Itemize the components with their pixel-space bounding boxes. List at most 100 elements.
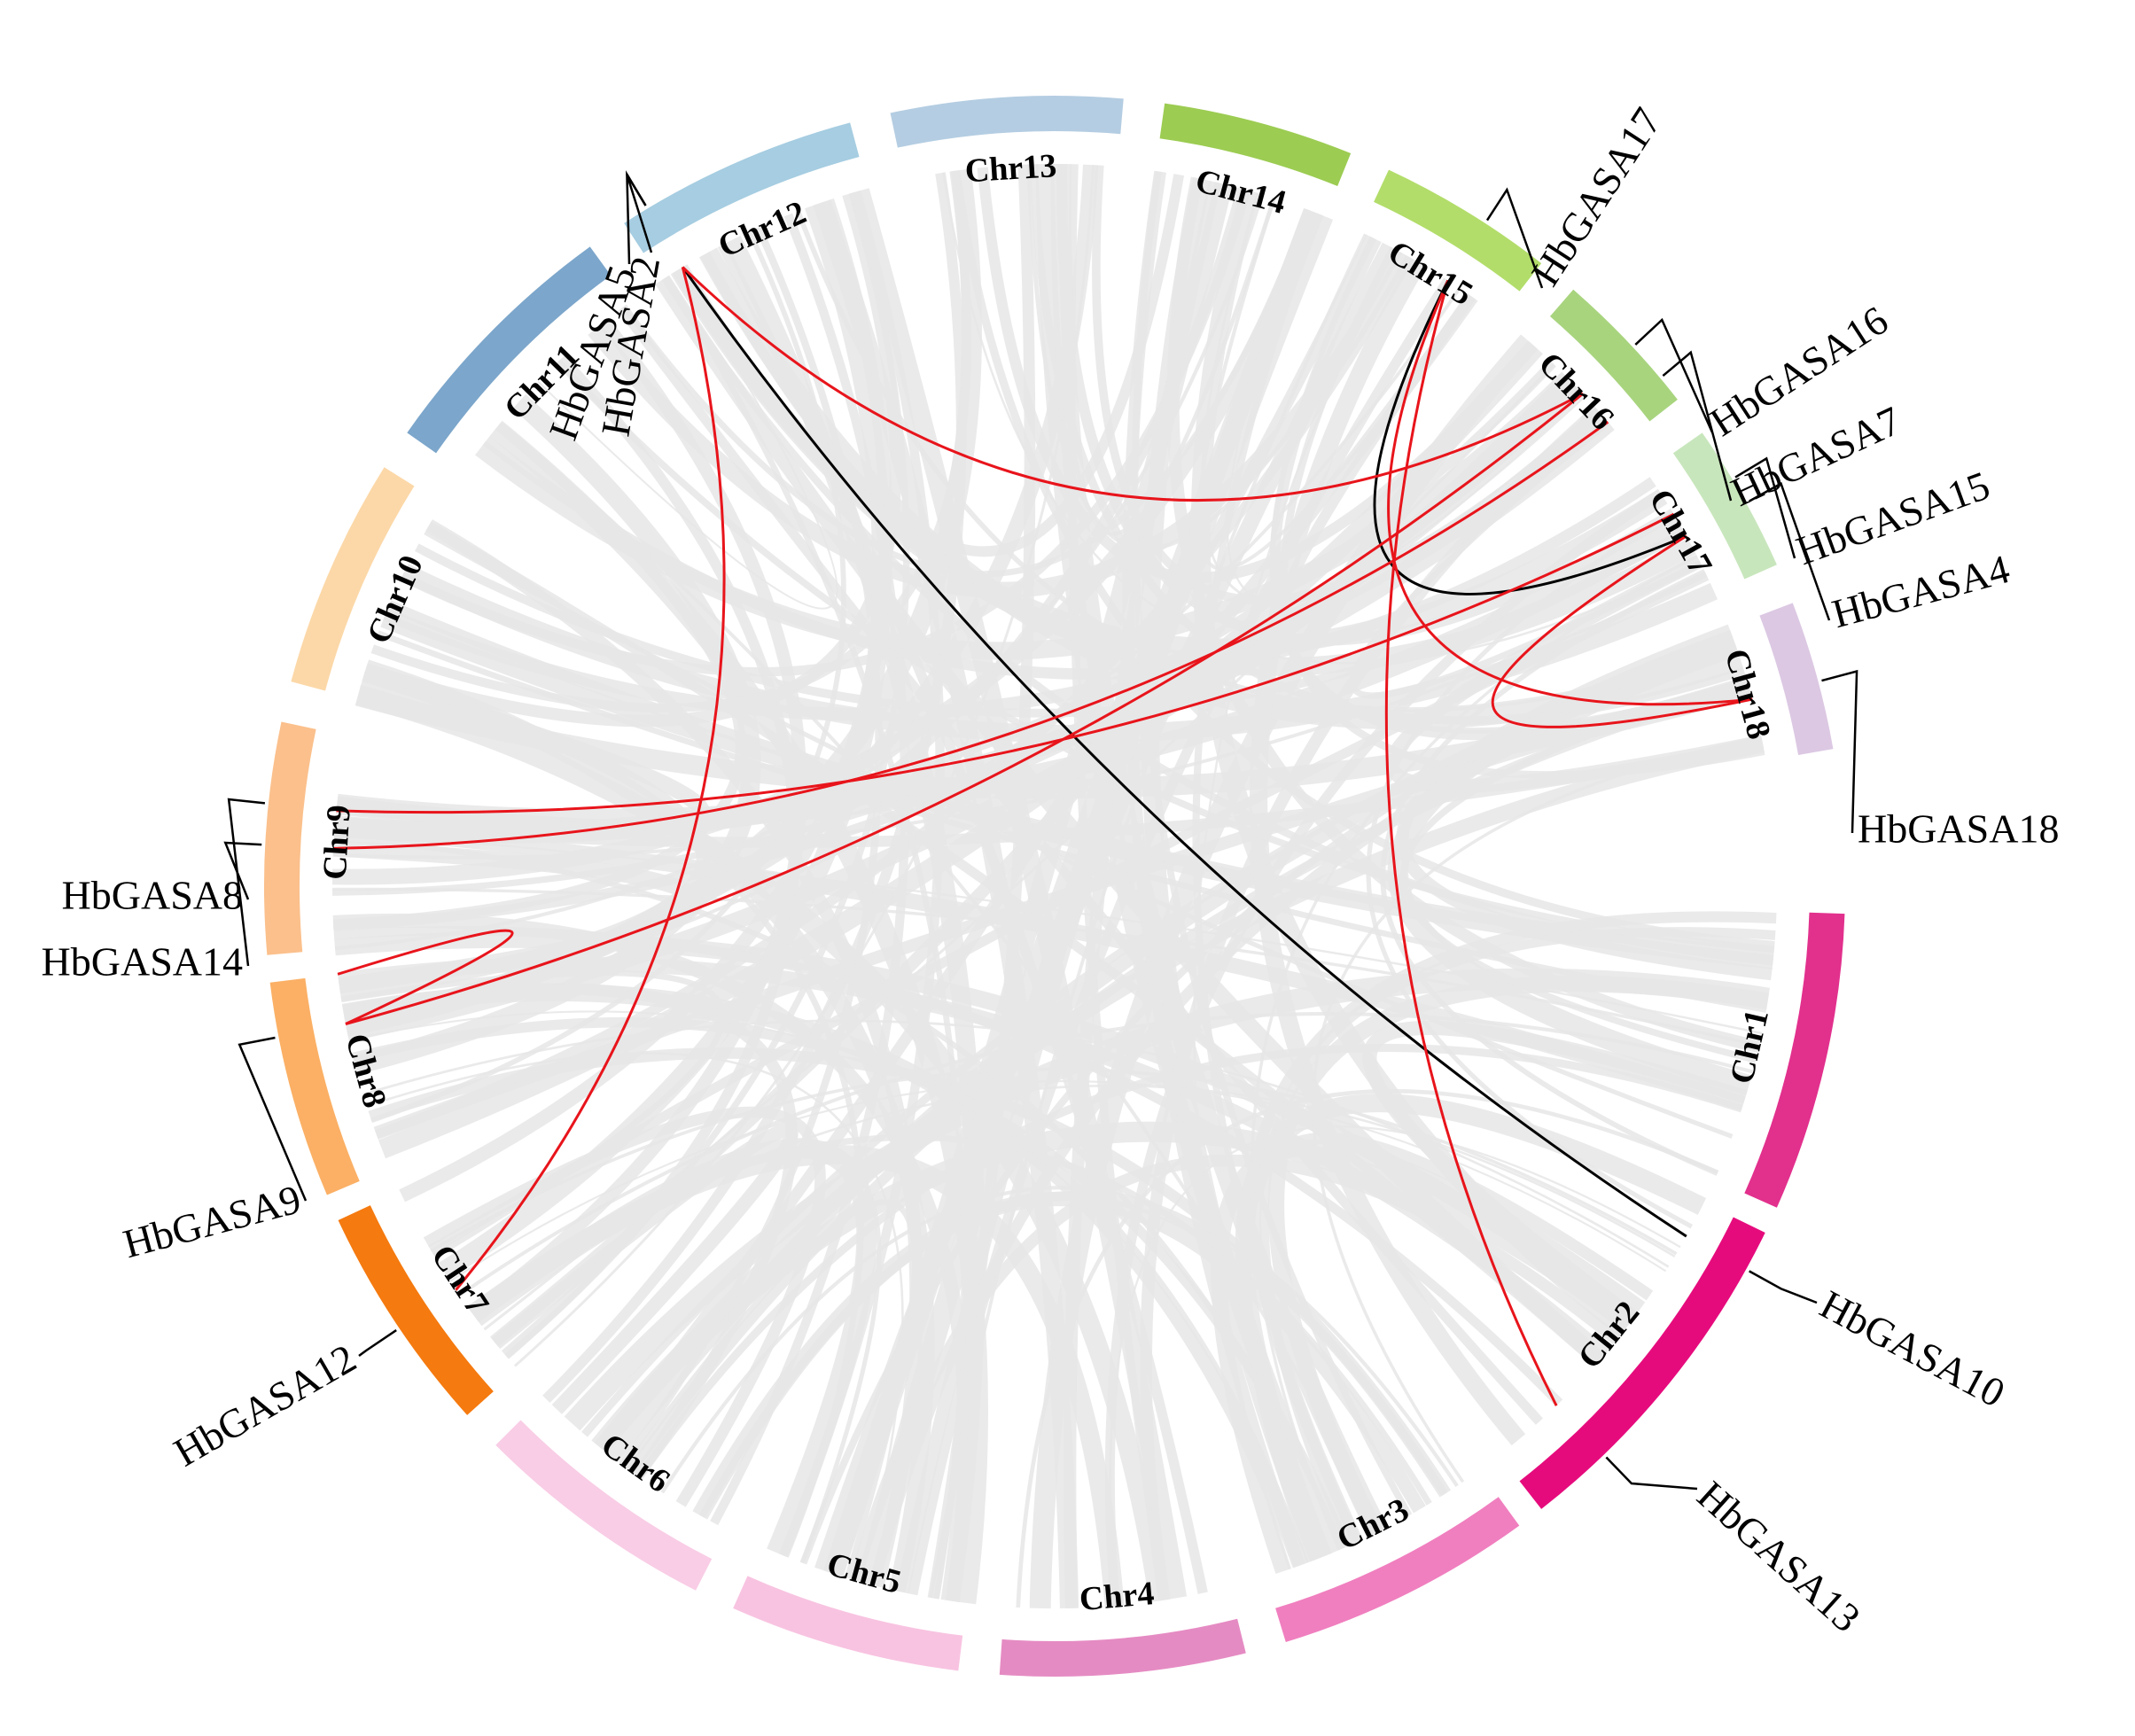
synteny-link bbox=[856, 212, 1334, 1586]
chromosome-arc-chr13 bbox=[890, 95, 1124, 148]
gene-label: HbGASA9 bbox=[119, 1176, 306, 1266]
chromosome-arc-chr2 bbox=[1519, 1217, 1765, 1509]
synteny-link bbox=[670, 264, 1696, 676]
gene-pair-link bbox=[345, 393, 1584, 1025]
chromosome-label: Chr1 bbox=[1723, 1006, 1776, 1087]
gene-label: HbGASA18 bbox=[1858, 806, 2059, 852]
gene-leader-line bbox=[1749, 1270, 1818, 1304]
chromosome-arc-chr4 bbox=[999, 1618, 1246, 1677]
synteny-link bbox=[717, 242, 1208, 1594]
chromosome-arc-chr9 bbox=[263, 721, 316, 955]
gasa-gene-pair-links bbox=[333, 266, 1753, 1406]
gene-label: HbGASA17 bbox=[1523, 100, 1671, 294]
gene-leader-line bbox=[1634, 317, 1714, 433]
gene-leader-line bbox=[1734, 456, 1796, 559]
synteny-link bbox=[1109, 1125, 1681, 1607]
synteny-link bbox=[363, 192, 902, 728]
gene-label: HbGASA4 bbox=[1827, 546, 2014, 636]
synteny-link bbox=[581, 635, 1735, 1437]
synteny-link bbox=[489, 420, 988, 1605]
chromosome-arc-chr15 bbox=[1374, 169, 1542, 292]
gene-pair-link bbox=[682, 266, 1687, 1238]
gene-pair-link bbox=[1491, 534, 1753, 728]
synteny-link bbox=[1279, 292, 1571, 619]
synteny-link bbox=[333, 836, 1346, 1550]
synteny-link bbox=[334, 193, 1264, 951]
synteny-link bbox=[425, 519, 923, 1588]
chromosome-arc-chr16 bbox=[1549, 289, 1678, 422]
synteny-link bbox=[332, 913, 972, 1602]
synteny-link bbox=[1249, 1132, 1654, 1545]
synteny-link bbox=[594, 736, 1765, 1453]
gene-label: HbGASA12 bbox=[167, 1335, 363, 1475]
synteny-link bbox=[467, 1145, 1125, 1608]
gene-pair-link bbox=[682, 266, 1584, 502]
synteny-link bbox=[1050, 163, 1388, 1537]
synteny-link bbox=[942, 172, 1701, 665]
chromosome-arc-chr3 bbox=[1275, 1497, 1520, 1643]
synteny-link bbox=[1131, 170, 1413, 1518]
chromosome-label: Chr9 bbox=[316, 804, 358, 881]
gene-pair-link bbox=[333, 420, 1609, 850]
synteny-link bbox=[355, 678, 1752, 799]
chromosome-arc-chr10 bbox=[291, 467, 415, 691]
synteny-link bbox=[663, 276, 968, 1600]
synteny-link bbox=[438, 201, 892, 1280]
synteny-link bbox=[692, 1192, 1426, 1519]
synteny-link bbox=[952, 169, 1775, 950]
gene-leader-line bbox=[1485, 187, 1544, 289]
gene-leader-line bbox=[1662, 350, 1733, 502]
synteny-link bbox=[1312, 736, 1762, 1483]
chromosome-label: Chr13 bbox=[964, 147, 1058, 190]
gene-pair-link bbox=[455, 267, 726, 1291]
chromosome-arc-chr1 bbox=[1744, 912, 1845, 1208]
gene-label: HbGASA10 bbox=[1813, 1281, 2013, 1416]
chromosome-arc-chr14 bbox=[1159, 103, 1352, 187]
background-synteny-links bbox=[331, 163, 1777, 1609]
chromosome-label: Chr5 bbox=[823, 1545, 906, 1601]
synteny-link bbox=[1166, 176, 1761, 1054]
synteny-link bbox=[362, 675, 864, 1558]
chromosome-arc-chr7 bbox=[338, 1205, 494, 1415]
gene-pair-link bbox=[1384, 280, 1558, 1406]
gene-leader-line bbox=[1605, 1456, 1698, 1491]
gene-label: HbGASA14 bbox=[42, 939, 243, 985]
synteny-link bbox=[1104, 489, 1664, 1607]
synteny-link bbox=[1196, 197, 1475, 571]
synteny-link bbox=[1280, 246, 1765, 779]
gene-leader-line bbox=[626, 170, 647, 265]
gene-leader-line bbox=[238, 1036, 308, 1202]
chromosome-arc-chr8 bbox=[269, 977, 360, 1195]
synteny-link bbox=[370, 170, 972, 712]
synteny-link bbox=[619, 226, 883, 1467]
chromosome-arc-chr5 bbox=[733, 1576, 963, 1671]
gene-leader-line bbox=[1749, 481, 1831, 621]
synteny-link bbox=[621, 208, 1311, 578]
chromosome-arc-chr11 bbox=[407, 246, 612, 454]
chromosome-arc-chr17 bbox=[1672, 432, 1777, 580]
gene-leader-line bbox=[227, 798, 266, 967]
gene-leader-line bbox=[358, 1329, 397, 1358]
gene-label: HbGASA13 bbox=[1689, 1472, 1869, 1640]
synteny-link bbox=[635, 1043, 1743, 1480]
synteny-link bbox=[588, 249, 1411, 599]
gene-label: HbGASA8 bbox=[62, 873, 243, 918]
chromosome-label: Chr8 bbox=[338, 1030, 393, 1111]
chromosome-arc-chr6 bbox=[495, 1420, 713, 1591]
chromosome-label: Chr4 bbox=[1078, 1575, 1156, 1618]
gene-pair-link bbox=[336, 512, 1675, 814]
synteny-link bbox=[660, 1186, 1459, 1494]
chromosome-arc-chr18 bbox=[1759, 603, 1834, 756]
synteny-link bbox=[655, 275, 1606, 1366]
synteny-link bbox=[1250, 257, 1526, 1446]
chromosome-arc-chr12 bbox=[624, 122, 860, 253]
synteny-link bbox=[378, 340, 1543, 1159]
synteny-link bbox=[430, 1067, 1678, 1256]
gene-pair-link bbox=[337, 929, 514, 1025]
synteny-link bbox=[1250, 555, 1698, 1551]
gene-leader-line bbox=[223, 841, 262, 900]
gene-pair-link bbox=[1387, 279, 1753, 706]
synteny-link bbox=[513, 165, 1095, 1367]
gene-leader-line bbox=[1821, 669, 1858, 834]
